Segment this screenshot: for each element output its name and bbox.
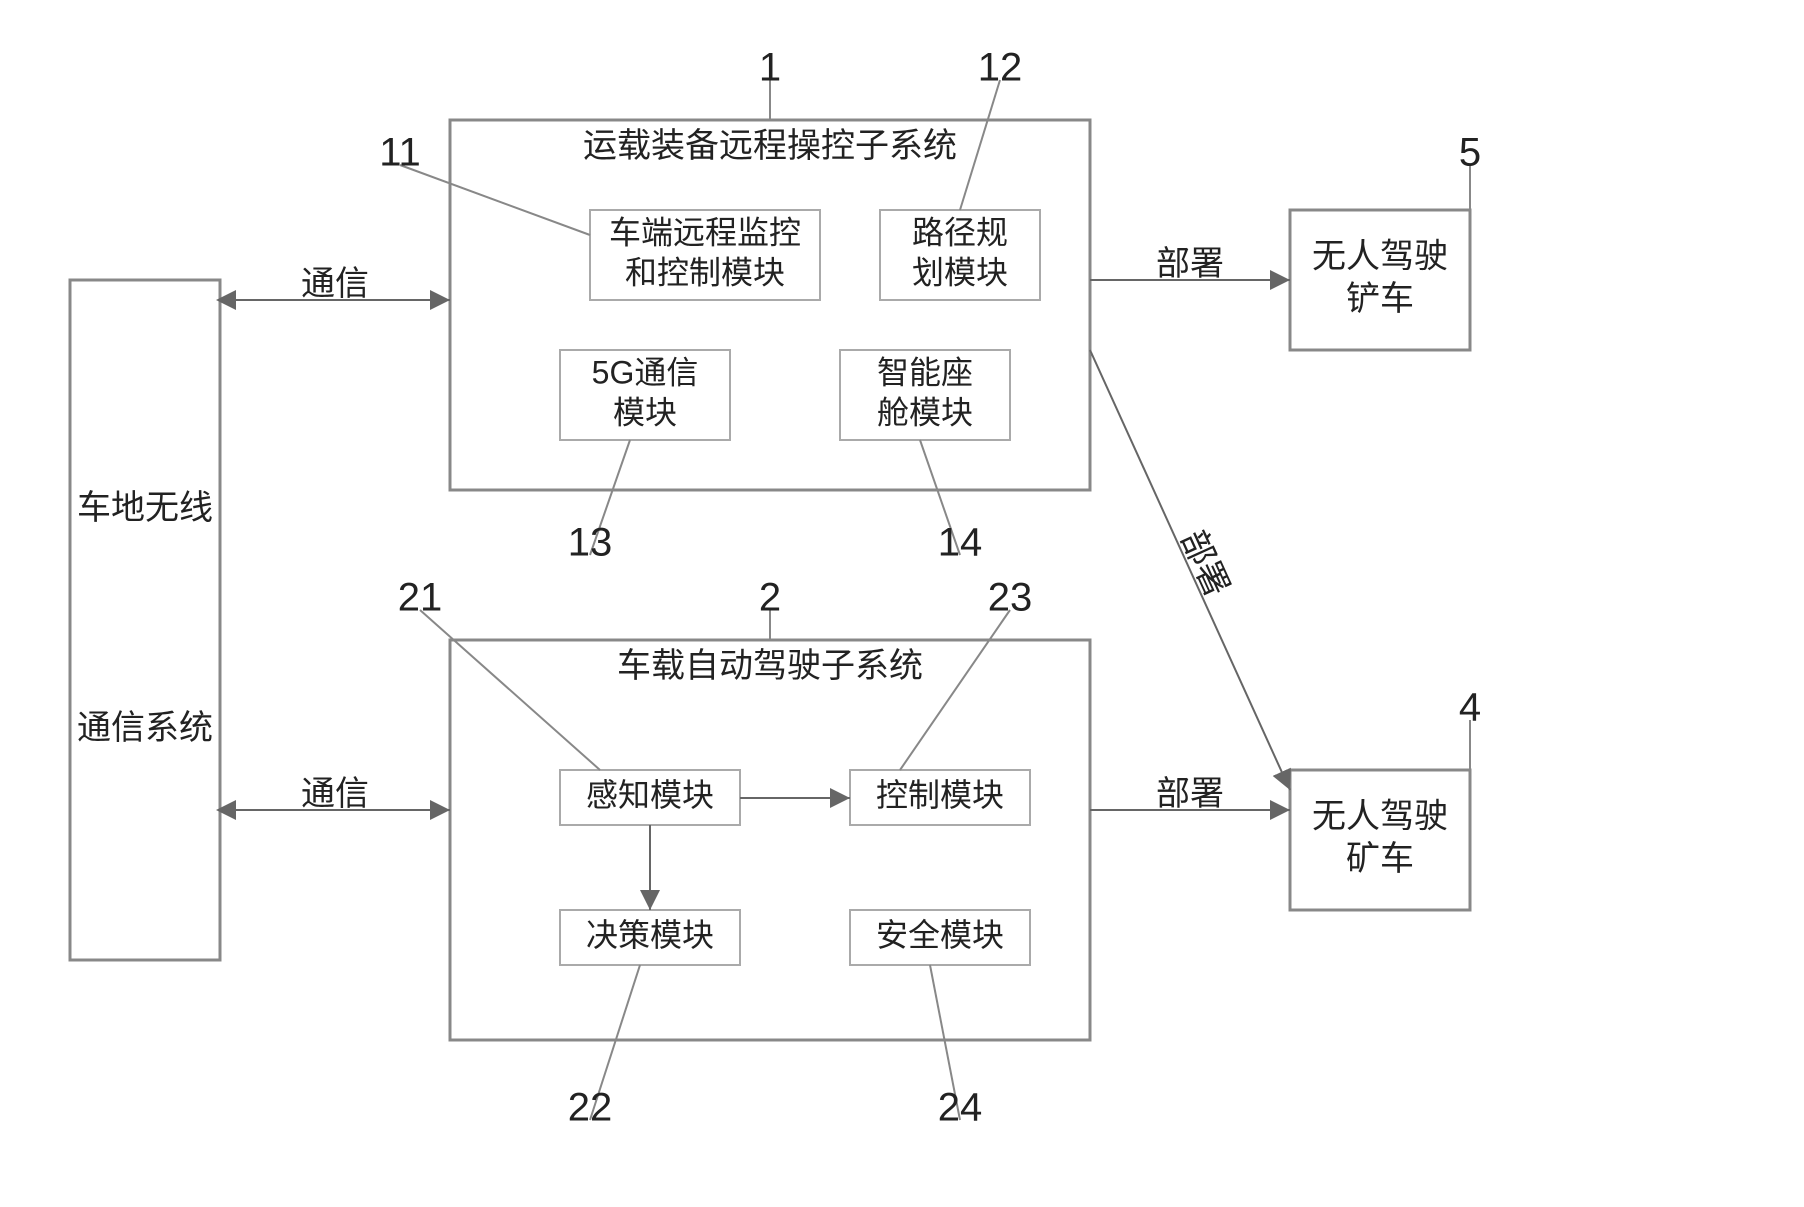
box-line: 车地无线 bbox=[77, 489, 213, 527]
callout-number: 24 bbox=[938, 1086, 983, 1130]
box-line: 无人驾驶 bbox=[1312, 238, 1448, 276]
box-line: 路径规 bbox=[912, 214, 1008, 250]
box-line: 铲车 bbox=[1346, 280, 1414, 318]
box-line: 车端远程监控 bbox=[609, 214, 801, 250]
box-line: 通信系统 bbox=[77, 709, 213, 747]
box-line: 感知模块 bbox=[586, 777, 714, 813]
callout-number: 21 bbox=[398, 576, 443, 620]
callout-number: 22 bbox=[568, 1086, 613, 1130]
box-line: 划模块 bbox=[912, 254, 1008, 290]
edge-label: 部署 bbox=[1173, 525, 1236, 603]
callout-number: 12 bbox=[978, 46, 1023, 90]
box-line: 模块 bbox=[613, 394, 677, 430]
callout-number: 1 bbox=[759, 46, 781, 90]
box-line: 5G通信 bbox=[592, 354, 699, 390]
callout-number: 11 bbox=[379, 131, 421, 175]
box-line: 和控制模块 bbox=[625, 254, 785, 290]
box-line: 矿车 bbox=[1346, 840, 1414, 878]
box-line: 舱模块 bbox=[877, 394, 973, 430]
edge-label: 通信 bbox=[301, 265, 369, 303]
callout-number: 5 bbox=[1459, 131, 1481, 175]
box bbox=[70, 280, 220, 960]
callout-number: 23 bbox=[988, 576, 1033, 620]
box-line: 安全模块 bbox=[876, 917, 1004, 953]
box-line: 决策模块 bbox=[586, 917, 714, 953]
edge-label: 通信 bbox=[301, 775, 369, 813]
box-line: 控制模块 bbox=[876, 777, 1004, 813]
callout-number: 4 bbox=[1459, 686, 1481, 730]
box-title: 运载装备远程操控子系统 bbox=[583, 127, 957, 165]
edge-label: 部署 bbox=[1156, 775, 1224, 813]
callout-number: 14 bbox=[938, 521, 983, 565]
callout-number: 2 bbox=[759, 576, 781, 620]
box bbox=[450, 640, 1090, 1040]
edge-label: 部署 bbox=[1156, 245, 1224, 283]
box-title: 车载自动驾驶子系统 bbox=[617, 647, 923, 685]
callout-number: 13 bbox=[568, 521, 613, 565]
box-line: 智能座 bbox=[877, 354, 973, 390]
box-line: 无人驾驶 bbox=[1312, 798, 1448, 836]
